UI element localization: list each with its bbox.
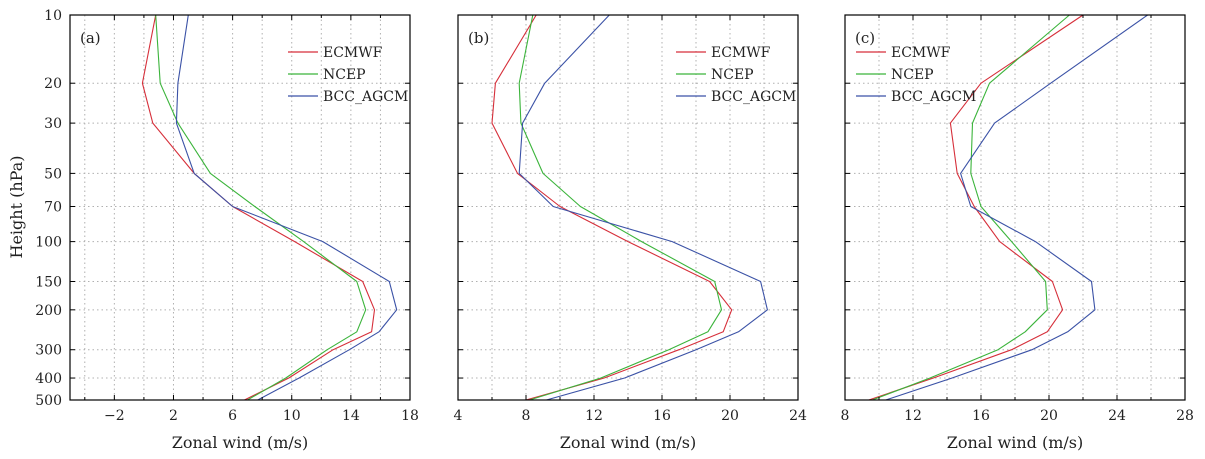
x-tick-label: 12 [904,408,922,424]
y-tick-label: 30 [44,116,62,132]
x-tick-label: 2 [169,408,178,424]
series-line-ncep [155,14,367,401]
y-tick-label: 200 [35,303,62,319]
series-lines [868,14,1148,401]
series-line-bcc-agcm [175,14,398,401]
x-tick-label: 8 [522,408,531,424]
legend-label: NCEP [711,67,754,83]
y-tick-label: 50 [44,166,62,182]
series-line-bcc-agcm [518,14,768,401]
legend-label: NCEP [891,67,934,83]
legend: ECMWF NCEP BCC_AGCM [856,45,976,105]
grid [458,15,798,400]
y-tick-label: 100 [35,235,62,251]
series-lines [141,14,398,401]
y-tick-label: 150 [35,275,62,291]
x-tick-label: 14 [342,408,360,424]
legend-label: ECMWF [711,45,771,61]
y-tick-label: 500 [35,393,62,409]
series-line-ncep [872,14,1070,401]
panel-c: (c) Zonal wind (m/s) ECMWF NCEP BCC_AGCM… [841,14,1194,452]
legend-label: BCC_AGCM [891,89,976,105]
panel-label: (b) [468,29,489,47]
legend-label: BCC_AGCM [711,89,796,105]
series-line-bcc-agcm [885,14,1148,401]
panel-b: (b) Zonal wind (m/s) ECMWF NCEP BCC_AGCM… [454,14,807,452]
panel-label: (c) [855,29,875,47]
x-tick-label: 10 [283,408,301,424]
x-tick-label: 18 [401,408,419,424]
legend-label: ECMWF [323,45,383,61]
y-tick-label: 20 [44,76,62,92]
x-tick-label: 4 [454,408,463,424]
x-tick-label: 16 [972,408,990,424]
plot-frame [457,14,799,401]
x-tick-label: 16 [653,408,671,424]
y-tick-label: 10 [44,8,62,24]
y-tick-label: 70 [44,200,62,216]
x-axis-label: Zonal wind (m/s) [172,433,309,452]
legend: ECMWF NCEP BCC_AGCM [676,45,796,105]
x-tick-label: 24 [1108,408,1126,424]
series-lines [491,14,768,401]
y-tick-label: 300 [35,343,62,359]
x-tick-label: 28 [1176,408,1194,424]
x-tick-label: 12 [585,408,603,424]
legend: ECMWF NCEP BCC_AGCM [288,45,408,105]
x-tick-label: 20 [1040,408,1058,424]
x-tick-label: 24 [789,408,807,424]
plot-frame [69,14,411,401]
series-line-ecmwf [491,14,733,401]
x-axis-label: Zonal wind (m/s) [947,433,1084,452]
x-tick-label: 8 [841,408,850,424]
y-tick-label: 400 [35,371,62,387]
legend-label: NCEP [323,67,366,83]
legend-label: BCC_AGCM [323,89,408,105]
panel-a: (a) Zonal wind (m/s) ECMWF NCEP BCC_AGCM… [35,8,419,452]
series-line-ecmwf [141,14,376,401]
plot-frame [844,14,1186,401]
x-tick-label: 6 [228,408,237,424]
legend-label: ECMWF [891,45,951,61]
grid [845,15,1185,400]
y-axis-label: Height (hPa) [7,156,26,259]
series-line-ecmwf [868,14,1084,401]
x-axis-label: Zonal wind (m/s) [560,433,697,452]
x-tick-label: 20 [721,408,739,424]
panel-label: (a) [80,29,101,47]
series-line-ncep [518,14,723,401]
x-tick-label: −2 [104,408,125,424]
